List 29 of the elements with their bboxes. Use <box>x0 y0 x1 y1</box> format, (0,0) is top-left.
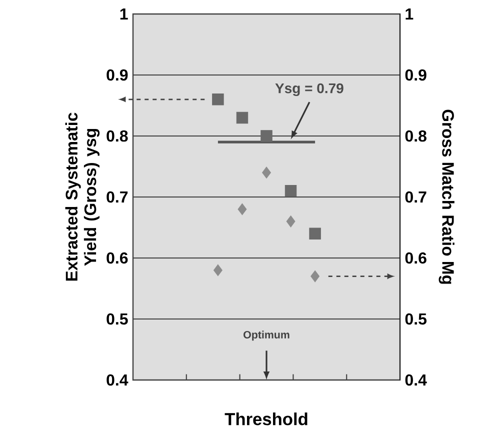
point <box>309 228 321 240</box>
y-tick-label: 0.5 <box>106 313 128 325</box>
y2-tick-label: 0.8 <box>405 130 426 142</box>
y-axis-title: Extracted Systematic Yield (Gross) ysg <box>65 112 100 281</box>
y-tick-label: 0.6 <box>106 252 128 264</box>
y-tick-label: 1 <box>120 8 128 20</box>
annotation: Ysg = 0.79 <box>275 83 344 96</box>
y2-tick-label: 0.6 <box>405 252 426 264</box>
y2-tick-label: 1 <box>406 8 414 20</box>
point <box>262 166 271 178</box>
y2-tick-label: 0.7 <box>405 191 426 203</box>
y2-tick-label: 0.4 <box>405 374 427 386</box>
annotation: Optimum <box>244 330 290 341</box>
y-tick-label: 0.8 <box>106 130 128 142</box>
x-axis-title: Threshold <box>224 412 308 426</box>
point <box>260 130 272 142</box>
y-tick-label: 0.4 <box>106 374 128 386</box>
point <box>286 216 296 228</box>
point <box>236 112 248 124</box>
point <box>212 94 224 106</box>
point <box>238 203 247 216</box>
point <box>310 270 320 282</box>
y2-tick-label: 0.9 <box>405 69 426 81</box>
point <box>284 185 297 197</box>
y-tick-label: 0.9 <box>106 69 128 81</box>
y-tick-label: 0.7 <box>106 191 128 203</box>
y2-axis-title: Gross Match Ratio Mg <box>438 110 454 284</box>
y2-tick-label: 0.5 <box>405 313 427 325</box>
point <box>213 264 222 276</box>
